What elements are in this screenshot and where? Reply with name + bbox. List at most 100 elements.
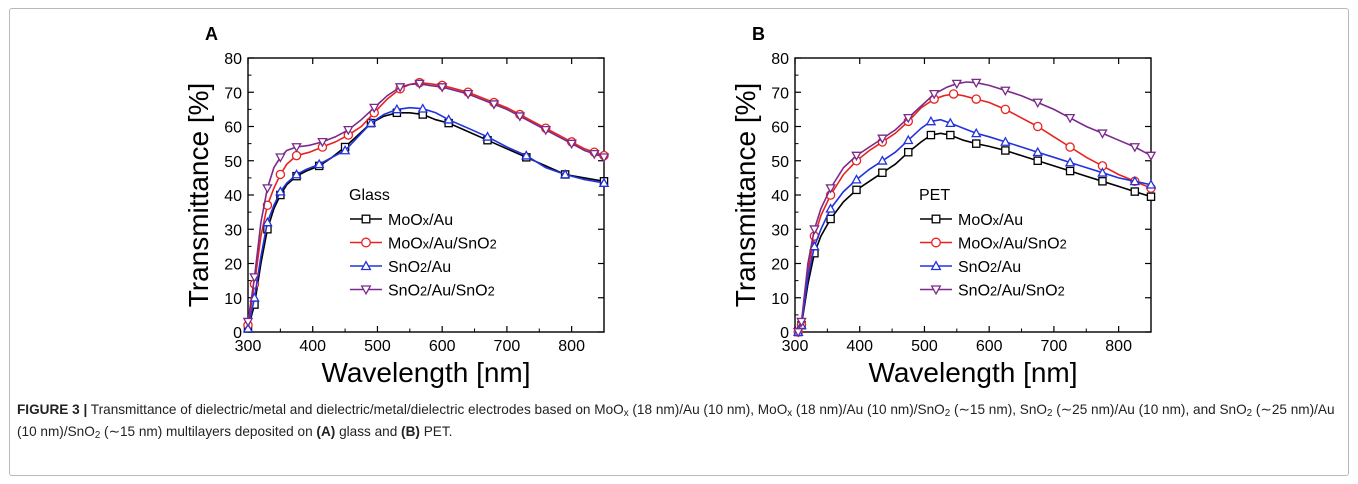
x-tick-label: 400	[846, 338, 873, 355]
data-point	[1000, 104, 1011, 115]
y-tick-label: 60	[224, 120, 242, 137]
legend-label: MoOx/Au/SnO2	[388, 236, 497, 253]
data-point	[361, 214, 371, 224]
data-point	[589, 149, 600, 160]
panel-a: 300 400 500 600 700 800 0 10 20 30 40 50 60 70 80 Wavel…	[183, 24, 610, 388]
data-point	[262, 184, 273, 194]
data-point	[514, 112, 526, 122]
y-tick-label: 10	[771, 291, 789, 308]
y-tick-label: 70	[771, 85, 789, 102]
y-tick-label: 70	[224, 85, 242, 102]
series-line	[797, 132, 1152, 333]
data-point	[1097, 129, 1108, 139]
data-point	[1145, 151, 1157, 162]
data-point	[1097, 167, 1108, 177]
data-point	[1001, 146, 1010, 155]
data-point	[809, 240, 820, 251]
data-point	[930, 260, 942, 271]
data-point	[275, 186, 286, 196]
legend-label: SnO2/Au	[958, 259, 1021, 276]
data-point	[291, 143, 302, 153]
legend-title: PET	[919, 187, 950, 204]
caption-text: 2	[1246, 408, 1253, 419]
data-point	[360, 260, 372, 271]
x-tick-label: 500	[364, 338, 391, 355]
data-point	[852, 185, 861, 195]
data-point	[951, 79, 963, 90]
data-point	[598, 177, 610, 187]
data-point	[1065, 166, 1075, 176]
data-point	[482, 131, 493, 141]
data-point	[317, 137, 328, 148]
series-3	[242, 79, 610, 328]
y-tick-label: 20	[224, 257, 242, 274]
series-2	[242, 103, 610, 333]
data-point	[559, 168, 571, 179]
caption-text: (18 nm)/Au (10 nm), MoO	[628, 402, 788, 417]
caption-text: (18 nm)/Au (10 nm)/SnO	[792, 402, 945, 417]
data-point	[925, 115, 937, 126]
caption-text: x	[787, 408, 793, 419]
data-point	[1064, 156, 1076, 167]
data-point	[903, 113, 914, 124]
caption-text: (∼25 nm)/Au (10 nm), and SnO	[1052, 402, 1247, 417]
data-point	[1129, 175, 1141, 186]
y-axis-label: Transmittance [%]	[730, 83, 761, 308]
data-point	[540, 125, 551, 136]
series-line	[797, 93, 1152, 333]
data-point	[436, 83, 448, 93]
data-point	[313, 158, 325, 169]
data-point	[946, 130, 955, 140]
series-3	[792, 78, 1157, 338]
data-point	[948, 89, 959, 99]
data-point	[851, 151, 862, 162]
y-tick-label: 0	[233, 325, 242, 342]
data-point	[443, 114, 454, 124]
data-point	[809, 225, 820, 235]
data-point	[1145, 179, 1157, 189]
data-point	[970, 127, 982, 138]
x-axis-label: Wavelength [nm]	[868, 357, 1077, 388]
caption-text: (∼25 nm)/Au (10 nm)/SnO	[17, 402, 1335, 439]
legend-label: MoOx/Au	[388, 212, 453, 229]
data-point	[417, 103, 429, 113]
caption-text: Transmittance of dielectric/metal and di…	[87, 402, 624, 417]
data-point	[931, 237, 941, 248]
x-tick-label: 400	[299, 338, 326, 355]
data-point	[249, 273, 260, 283]
data-point	[928, 90, 940, 100]
caption-text: x	[623, 408, 629, 419]
panel-b: 300 400 500 600 700 800 0 10 20 30 40 50 60 70 80 Wavel…	[730, 24, 1157, 388]
data-point	[1130, 187, 1140, 196]
legend-label: MoOx/Au/SnO2	[958, 236, 1067, 253]
x-tick-label: 300	[235, 338, 262, 355]
data-point	[391, 103, 403, 114]
data-point	[1032, 98, 1043, 109]
y-tick-label: 80	[224, 51, 242, 68]
y-tick-label: 50	[771, 154, 789, 171]
series-line	[247, 106, 605, 329]
legend-label: SnO2/Au/SnO2	[958, 283, 1065, 300]
series-line	[797, 118, 1152, 333]
x-tick-label: 700	[494, 338, 521, 355]
x-tick-label: 600	[429, 338, 456, 355]
data-point	[1098, 177, 1107, 186]
data-point	[365, 117, 377, 128]
y-tick-label: 40	[771, 188, 789, 205]
caption-text: 2	[944, 408, 951, 419]
figure-frame	[9, 8, 1349, 476]
series-line	[797, 81, 1152, 333]
data-point	[851, 174, 862, 184]
x-tick-label: 800	[1105, 338, 1132, 355]
data-point	[878, 168, 887, 177]
data-point	[1033, 156, 1042, 165]
caption-text: (∼15 nm), SnO	[950, 402, 1047, 417]
data-point	[462, 90, 474, 100]
panel-label: B	[752, 24, 765, 44]
data-point	[262, 216, 273, 227]
data-point	[521, 150, 532, 160]
y-tick-label: 60	[771, 120, 789, 137]
data-point	[275, 153, 286, 163]
caption-text: 2	[94, 430, 101, 441]
data-point	[1065, 142, 1075, 152]
